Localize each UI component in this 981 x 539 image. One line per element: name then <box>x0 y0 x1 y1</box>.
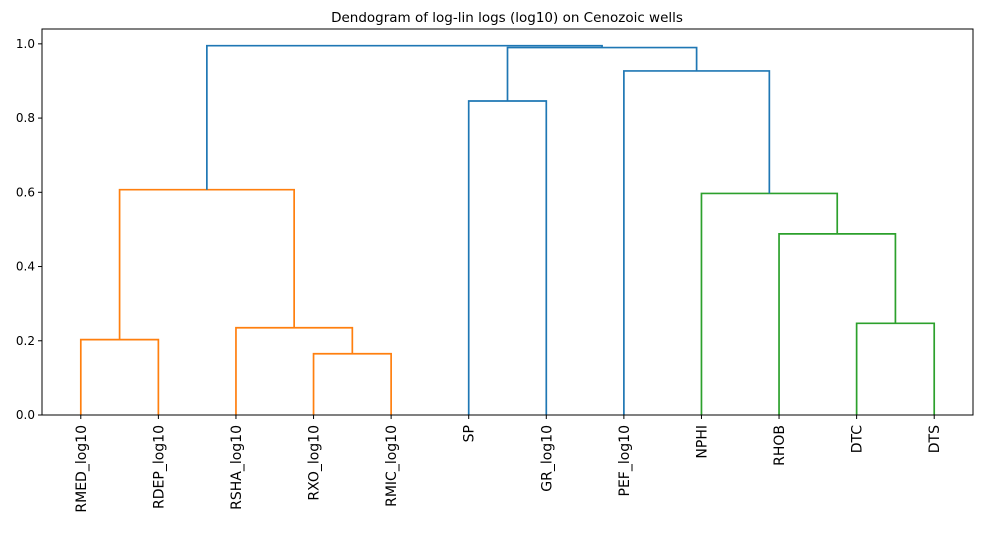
y-tick-label: 0.8 <box>16 111 35 125</box>
dendrogram-link-n4 <box>118 188 295 340</box>
leaf-label: SP <box>462 425 478 442</box>
leaf-label: DTC <box>850 425 866 454</box>
y-axis: 0.0 0.2 0.4 0.6 0.8 1.0 <box>16 37 42 422</box>
leaf-label: RMED_log10 <box>74 425 90 513</box>
leaf-label: NPHI <box>694 425 710 459</box>
leaf-label: PEF_log10 <box>617 425 633 497</box>
chart-title: Dendogram of log-lin logs (log10) on Cen… <box>331 10 683 26</box>
y-tick-label: 0.4 <box>16 260 35 274</box>
leaf-label: RMIC_log10 <box>384 425 400 507</box>
dendrogram-link-n11 <box>206 44 603 190</box>
leaf-label: RDEP_log10 <box>151 425 167 509</box>
leaf-label: RXO_log10 <box>307 425 323 501</box>
y-tick-label: 1.0 <box>16 37 35 51</box>
x-axis: RMED_log10 RDEP_log10 RSHA_log10 RXO_log10 R… <box>74 415 943 513</box>
dendrogram-link-n6 <box>855 322 936 415</box>
dendrogram-link-n9 <box>623 70 771 415</box>
leaf-label: RSHA_log10 <box>229 425 245 510</box>
dendrogram-link-n5 <box>467 100 548 415</box>
dendrogram-link-n3 <box>235 326 354 415</box>
dendrogram-links <box>79 44 936 415</box>
dendrogram-link-n10 <box>506 46 698 102</box>
dendrogram-link-n1 <box>79 338 160 415</box>
dendrogram-link-n2 <box>312 352 392 415</box>
leaf-label: RHOB <box>772 425 788 466</box>
leaf-label: GR_log10 <box>539 425 555 492</box>
dendrogram-link-n8 <box>700 192 839 415</box>
y-tick-label: 0.0 <box>16 408 35 422</box>
y-tick-label: 0.2 <box>16 334 35 348</box>
y-tick-label: 0.6 <box>16 185 35 199</box>
dendrogram-link-n7 <box>778 233 897 415</box>
plot-frame <box>41 28 974 416</box>
leaf-label: DTS <box>927 425 943 453</box>
